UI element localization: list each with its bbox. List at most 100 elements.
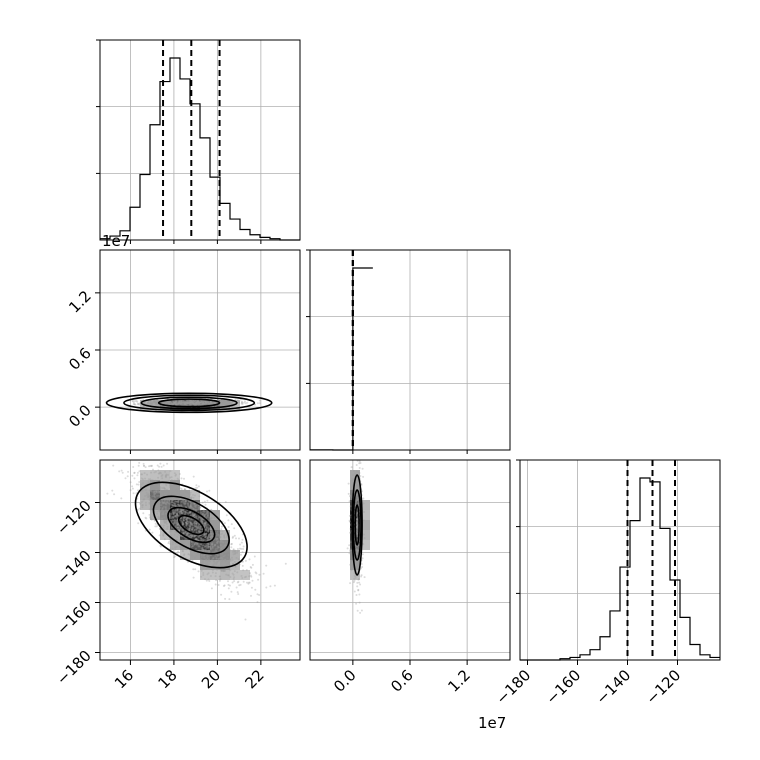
joint-2-0-point <box>154 525 157 528</box>
joint-1-0-point <box>195 401 198 404</box>
joint-2-0-point <box>193 494 196 497</box>
joint-2-0-point <box>150 471 153 474</box>
joint-2-0-point <box>240 541 243 544</box>
joint-2-0-point <box>204 536 207 539</box>
joint-2-1-point <box>353 579 356 582</box>
joint-2-0-point <box>201 513 204 516</box>
joint-1-0-point <box>256 402 259 405</box>
joint-2-0-point <box>176 513 179 516</box>
joint-2-0-point <box>232 573 235 576</box>
joint-2-0-point <box>175 473 177 476</box>
joint-2-0-point <box>192 502 195 505</box>
joint-1-0-point <box>189 402 192 405</box>
joint-1-0-point <box>179 402 182 405</box>
joint-2-0-point <box>189 523 192 525</box>
joint-1-0-point <box>183 402 186 405</box>
joint-2-0-point <box>207 535 210 538</box>
joint-1-0-point <box>199 401 201 404</box>
joint-2-0-point <box>149 489 152 492</box>
joint-2-0-point <box>227 583 230 586</box>
joint-2-0-point <box>220 546 223 549</box>
joint-2-0-point <box>168 486 171 489</box>
joint-2-0-point <box>204 549 207 552</box>
joint-1-0-point <box>227 401 230 404</box>
joint-1-0-point <box>193 402 196 405</box>
joint-2-0-point <box>173 533 176 536</box>
joint-2-0-point <box>214 543 217 546</box>
joint-1-0-point <box>188 402 191 405</box>
joint-2-0-point <box>222 570 225 573</box>
joint-2-0-point <box>164 476 167 479</box>
joint-1-0-point <box>173 399 176 402</box>
joint-2-0-point <box>195 531 198 533</box>
joint-2-0-point <box>147 492 150 495</box>
joint-1-0-point <box>201 403 204 406</box>
joint-2-0-point <box>133 471 136 474</box>
xtick-label-0-1: 18 <box>155 666 181 692</box>
joint-1-0-point <box>181 401 184 403</box>
joint-2-0-point <box>183 554 185 557</box>
joint-2-0-point <box>216 547 219 550</box>
joint-2-0-point <box>221 553 223 556</box>
joint-2-0-point <box>241 551 244 553</box>
joint-2-0-point <box>129 489 132 492</box>
joint-1-0-point <box>192 402 195 405</box>
joint-2-0-point <box>161 508 164 511</box>
joint-2-0-density-cell <box>170 470 180 480</box>
joint-1-0-point <box>198 403 201 406</box>
joint-1-0-point <box>194 399 197 402</box>
joint-1-0-point <box>175 401 178 404</box>
joint-2-0-point <box>186 534 188 537</box>
joint-2-0-point <box>174 546 177 549</box>
joint-2-0-point <box>229 559 232 562</box>
joint-1-0-point <box>241 401 243 404</box>
joint-2-0-point <box>239 543 242 546</box>
joint-1-0-point <box>154 402 157 405</box>
joint-2-0-point <box>205 529 208 532</box>
joint-1-0-point <box>223 402 226 405</box>
joint-1-0-point <box>189 399 192 402</box>
joint-1-0-point <box>246 401 249 404</box>
joint-1-0-point <box>193 403 196 406</box>
joint-2-0-point <box>217 528 220 531</box>
joint-2-0-point <box>180 488 183 491</box>
joint-2-0-point <box>234 565 237 568</box>
joint-2-0-point <box>249 572 251 575</box>
joint-1-0-point <box>202 401 205 404</box>
joint-1-0-point <box>204 401 207 404</box>
joint-1-0-point <box>190 401 193 403</box>
joint-1-0-point <box>178 401 181 404</box>
joint-2-1-density-cell <box>360 540 370 550</box>
joint-1-0-point <box>155 402 158 405</box>
joint-2-0-point <box>241 538 244 541</box>
joint-1-0-point <box>138 402 141 405</box>
joint-2-0-point <box>180 510 183 513</box>
joint-1-0-point <box>181 402 184 405</box>
joint-2-0-point <box>197 543 200 546</box>
joint-2-0-point <box>219 530 222 533</box>
joint-2-0-point <box>191 507 194 509</box>
joint-2-0-point <box>206 544 209 547</box>
joint-2-0-point <box>193 513 195 516</box>
joint-2-0-point <box>182 501 185 504</box>
joint-2-1-point <box>355 594 358 596</box>
joint-1-0-point <box>189 399 191 402</box>
joint-2-0-point <box>172 504 174 507</box>
joint-2-0-density-cell <box>200 570 210 580</box>
joint-1-0-point <box>240 402 243 405</box>
joint-2-0-point <box>169 502 172 505</box>
joint-2-1-point <box>351 560 353 563</box>
joint-2-0-point <box>182 522 185 525</box>
joint-2-0-point <box>195 515 198 518</box>
joint-1-0-point <box>191 402 194 405</box>
joint-2-0-density-cell <box>190 540 200 550</box>
joint-2-0-point <box>187 553 190 556</box>
joint-1-0-point <box>198 401 201 404</box>
joint-2-0-point <box>157 476 160 479</box>
joint-2-0-point <box>173 490 176 493</box>
joint-1-0-point <box>231 401 234 403</box>
joint-1-0-point <box>142 405 145 408</box>
joint-2-0-point <box>185 516 188 519</box>
joint-2-0-point <box>223 570 225 573</box>
joint-2-0-point <box>185 548 188 551</box>
